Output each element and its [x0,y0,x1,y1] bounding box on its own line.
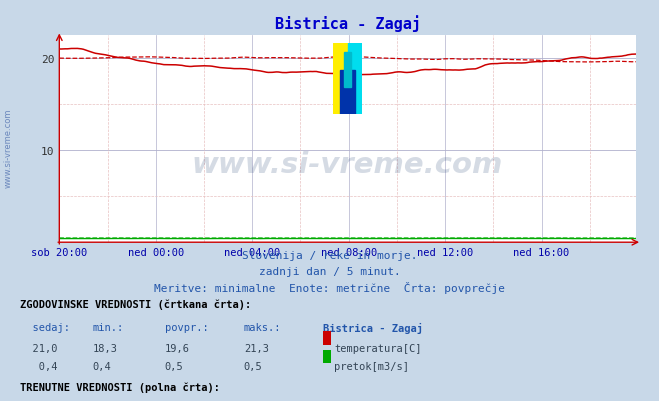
Text: www.si-vreme.com: www.si-vreme.com [192,150,503,178]
Text: min.:: min.: [92,322,123,332]
Text: 18,3: 18,3 [92,343,117,353]
Text: temperatura[C]: temperatura[C] [334,343,422,353]
Text: sedaj:: sedaj: [20,322,70,332]
Text: 0,4: 0,4 [92,361,111,371]
Text: ZGODOVINSKE VREDNOSTI (črtkana črta):: ZGODOVINSKE VREDNOSTI (črtkana črta): [20,299,251,309]
Text: maks.:: maks.: [244,322,281,332]
Text: 21,3: 21,3 [244,343,269,353]
Polygon shape [333,44,348,115]
Text: www.si-vreme.com: www.si-vreme.com [3,109,13,188]
Text: pretok[m3/s]: pretok[m3/s] [334,361,409,371]
Text: TRENUTNE VREDNOSTI (polna črta):: TRENUTNE VREDNOSTI (polna črta): [20,382,219,392]
Text: Meritve: minimalne  Enote: metrične  Črta: povprečje: Meritve: minimalne Enote: metrične Črta:… [154,281,505,293]
Text: 0,5: 0,5 [244,361,262,371]
Title: Bistrica - Zagaj: Bistrica - Zagaj [275,15,420,32]
Text: Bistrica - Zagaj: Bistrica - Zagaj [323,322,423,333]
Text: 0,5: 0,5 [165,361,183,371]
Text: povpr.:: povpr.: [165,322,208,332]
Text: zadnji dan / 5 minut.: zadnji dan / 5 minut. [258,266,401,276]
Text: 19,6: 19,6 [165,343,190,353]
Text: Slovenija / reke in morje.: Slovenija / reke in morje. [242,251,417,261]
Polygon shape [344,53,351,88]
Polygon shape [340,71,355,115]
Text: 21,0: 21,0 [20,343,57,353]
Polygon shape [348,44,362,115]
Text: 0,4: 0,4 [20,361,57,371]
